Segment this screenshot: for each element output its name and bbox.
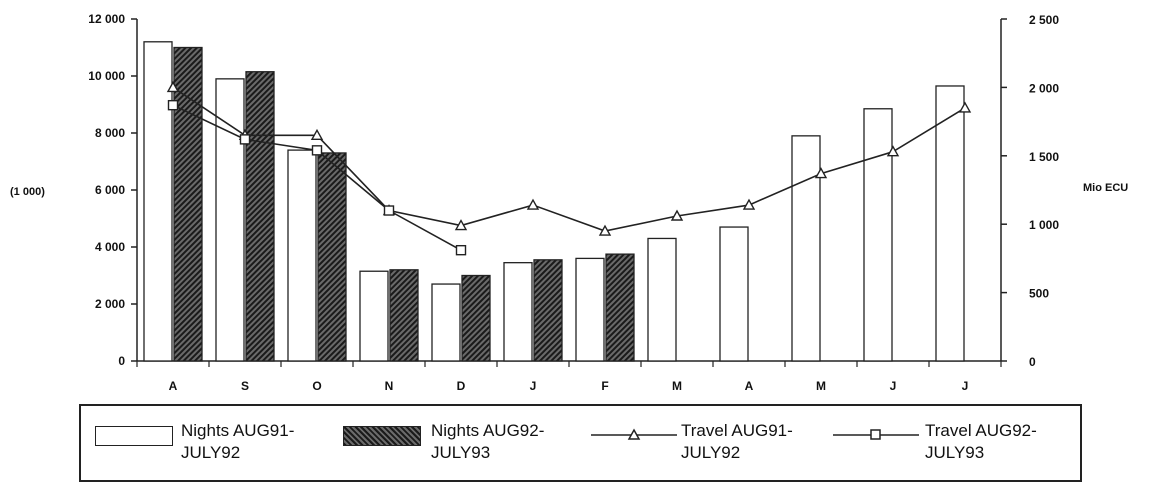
bar-nights-aug91-jul92 [431, 283, 461, 362]
point-travel-aug91-jul92 [670, 209, 684, 221]
bar-nights-aug92-jul93 [605, 253, 635, 362]
point-travel-aug91-jul92 [526, 198, 540, 210]
bar-nights-aug92-jul93 [173, 46, 203, 362]
legend-label: Travel AUG92-JULY93 [925, 421, 1037, 462]
point-travel-aug91-jul92 [310, 128, 324, 140]
left-axis-label: (1 000) [10, 186, 45, 198]
right-tick-label: 0 [1029, 355, 1036, 369]
chart: 0 2 000 4 000 6 000 8 000 10 000 12 000 0 500 1 0… [10, 12, 1128, 393]
bar-nights-aug91-jul92 [143, 41, 173, 362]
right-tick-label: 500 [1029, 287, 1049, 301]
point-travel-aug92-jul93 [311, 145, 323, 156]
left-tick-label: 10 000 [88, 69, 125, 83]
right-axis-label: Mio ECU [1083, 182, 1128, 194]
x-tick-label: M [816, 379, 826, 393]
x-tick-label: J [962, 379, 969, 393]
point-travel-aug91-jul92 [742, 198, 756, 210]
point-travel-aug92-jul93 [455, 244, 467, 256]
bar-nights-aug92-jul93 [461, 274, 491, 362]
legend-swatch-hatched-bar [343, 426, 421, 446]
bar-nights-aug91-jul92 [359, 270, 389, 362]
x-tick-label: J [890, 379, 897, 393]
bar-nights-aug91-jul92 [863, 108, 893, 362]
point-travel-aug91-jul92 [814, 167, 828, 179]
left-tick-label: 8 000 [95, 126, 125, 140]
bar-nights-aug91-jul92 [935, 85, 965, 362]
x-tick-label: F [601, 379, 608, 393]
left-tick-label: 4 000 [95, 240, 125, 254]
left-tick-label: 12 000 [88, 12, 125, 26]
point-travel-aug91-jul92 [886, 145, 900, 157]
x-tick-label: O [312, 379, 321, 393]
x-tick-label: S [241, 379, 249, 393]
bar-nights-aug91-jul92 [503, 262, 533, 362]
right-tick-label: 1 500 [1029, 150, 1059, 164]
point-travel-aug91-jul92 [454, 219, 468, 231]
chart-legend: Nights AUG91-JULY92 Nights AUG92-JULY93 … [79, 404, 1082, 482]
x-tick-label: M [672, 379, 682, 393]
legend-swatch-open-bar [95, 426, 173, 446]
right-tick-label: 1 000 [1029, 218, 1059, 232]
legend-label: Nights AUG92-JULY93 [431, 421, 545, 462]
right-tick-label: 2 500 [1029, 13, 1059, 27]
point-travel-aug92-jul93 [383, 205, 395, 216]
legend-swatch-triangle-line [591, 428, 677, 440]
bar-nights-aug91-jul92 [791, 135, 821, 362]
line-travel-aug91-jul92 [172, 86, 966, 232]
point-travel-aug92-jul93 [167, 99, 179, 111]
x-tick-label: A [745, 379, 754, 393]
x-tick-label: J [530, 379, 537, 393]
bar-nights-aug91-jul92 [575, 257, 605, 362]
point-travel-aug91-jul92 [166, 80, 180, 93]
point-travel-aug91-jul92 [598, 224, 612, 236]
right-tick-label: 2 000 [1029, 81, 1059, 95]
x-tick-label: N [385, 379, 394, 393]
bar-nights-aug91-jul92 [215, 78, 245, 362]
left-tick-label: 6 000 [95, 183, 125, 197]
x-tick-label: A [169, 379, 178, 393]
bar-nights-aug92-jul93 [317, 152, 347, 362]
legend-swatch-square-line [833, 429, 919, 440]
bar-nights-aug92-jul93 [245, 71, 275, 362]
bar-nights-aug91-jul92 [647, 237, 677, 362]
x-tick-label: D [457, 379, 466, 393]
point-travel-aug92-jul93 [239, 134, 251, 145]
legend-label: Travel AUG91-JULY92 [681, 421, 793, 462]
legend-label: Nights AUG91-JULY92 [181, 421, 295, 462]
bar-nights-aug91-jul92 [287, 149, 317, 362]
bar-nights-aug92-jul93 [533, 259, 563, 362]
bar-nights-aug92-jul93 [389, 269, 419, 362]
bar-nights-aug91-jul92 [719, 226, 749, 362]
left-tick-label: 0 [118, 354, 125, 368]
point-travel-aug91-jul92 [958, 101, 972, 113]
left-tick-label: 2 000 [95, 297, 125, 311]
